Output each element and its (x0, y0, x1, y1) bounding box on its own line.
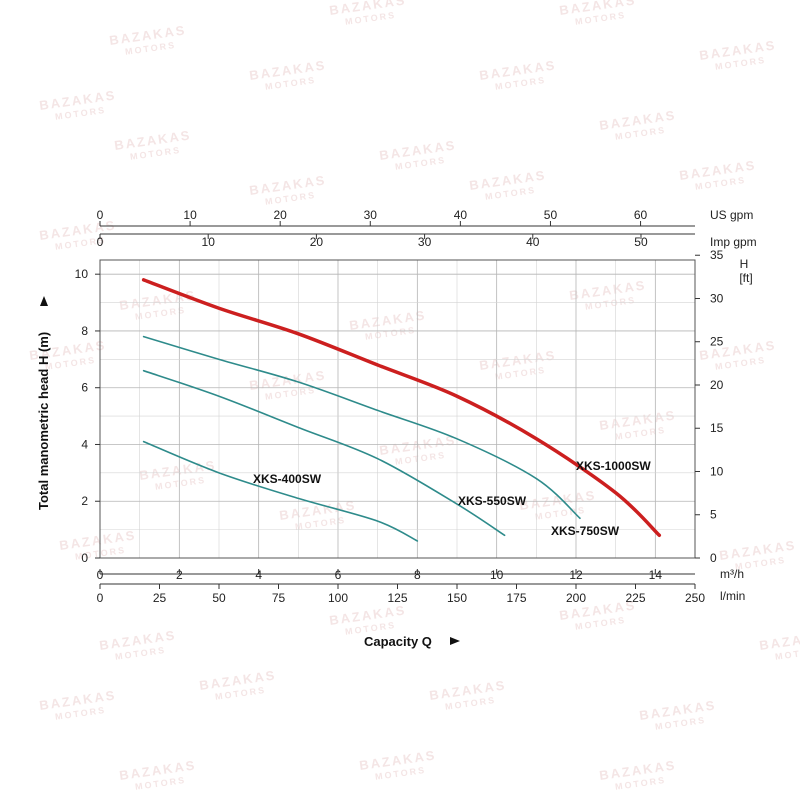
series-line-xks-750sw (142, 335, 581, 520)
x-tick-label-usgpm: 10 (183, 208, 197, 222)
x-tick-label-m3h: 6 (335, 568, 342, 582)
x-tick-label-m3h: 8 (414, 568, 421, 582)
y-right-tick-label: 5 (710, 508, 717, 522)
x-tick-label-lmin: 0 (97, 591, 104, 605)
x-tick-label-lmin: 175 (506, 591, 526, 605)
series-line-xks-550sw (142, 369, 506, 537)
series-label-xks-400sw: XKS-400SW (253, 472, 322, 486)
y-tick-label: 4 (81, 437, 88, 451)
x-tick-label-m3h: 2 (176, 568, 183, 582)
y-tick-label: 8 (81, 324, 88, 338)
y-tick-label: 2 (81, 494, 88, 508)
x-tick-label-usgpm: 40 (454, 208, 468, 222)
y-tick-label: 6 (81, 381, 88, 395)
series-label-xks-550sw: XKS-550SW (458, 494, 527, 508)
x-axis-title: Capacity Q (364, 634, 432, 649)
series-line-xks-400sw (142, 440, 419, 542)
y-right-tick-label: 10 (710, 464, 724, 478)
series-line-xks-1000sw (141, 278, 662, 538)
y-right-tick-label: 0 (710, 551, 717, 565)
x-tick-label-lmin: 75 (272, 591, 286, 605)
y-right-tick-label: 35 (710, 248, 724, 262)
x-tick-label-lmin: 225 (625, 591, 645, 605)
y-right-unit-h: H (740, 257, 749, 271)
x-tick-label-lmin: 250 (685, 591, 705, 605)
y-right-tick-label: 30 (710, 291, 724, 305)
x-tick-label-m3h: 10 (490, 568, 504, 582)
x-tick-label-usgpm: 20 (274, 208, 288, 222)
y-right-tick-label: 25 (710, 335, 724, 349)
x-tick-label-m3h: 12 (569, 568, 583, 582)
x-unit-impgpm: Imp gpm (710, 235, 757, 249)
y-axis-title-arrow (40, 296, 48, 306)
x-tick-label-m3h: 14 (649, 568, 663, 582)
x-tick-label-impgpm: 40 (526, 235, 540, 249)
x-tick-label-lmin: 100 (328, 591, 348, 605)
x-tick-label-usgpm: 60 (634, 208, 648, 222)
x-tick-label-lmin: 150 (447, 591, 467, 605)
x-tick-label-m3h: 4 (255, 568, 262, 582)
y-tick-label: 10 (75, 267, 89, 281)
x-tick-label-lmin: 125 (387, 591, 407, 605)
x-tick-label-impgpm: 50 (634, 235, 648, 249)
series-label-xks-750sw: XKS-750SW (551, 524, 620, 538)
x-tick-label-lmin: 200 (566, 591, 586, 605)
x-tick-label-m3h: 0 (97, 568, 104, 582)
x-axis-title-arrow (450, 637, 460, 645)
y-right-tick-label: 20 (710, 378, 724, 392)
x-tick-label-lmin: 50 (212, 591, 226, 605)
x-tick-label-usgpm: 50 (544, 208, 558, 222)
y-tick-label: 0 (81, 551, 88, 565)
y-axis-title: Total manometric head H (m) (36, 332, 51, 510)
x-unit-m3h: m³/h (720, 567, 744, 581)
y-right-tick-label: 15 (710, 421, 724, 435)
x-unit-usgpm: US gpm (710, 208, 753, 222)
x-tick-label-impgpm: 30 (418, 235, 432, 249)
y-right-unit-ft: [ft] (739, 271, 752, 285)
x-tick-label-usgpm: 30 (364, 208, 378, 222)
x-tick-label-usgpm: 0 (97, 208, 104, 222)
x-unit-lmin: l/min (720, 589, 745, 603)
x-tick-label-lmin: 25 (153, 591, 167, 605)
x-tick-label-impgpm: 10 (202, 235, 216, 249)
x-tick-label-impgpm: 20 (310, 235, 324, 249)
x-tick-label-impgpm: 0 (97, 235, 104, 249)
series-label-xks-1000sw: XKS-1000SW (576, 459, 651, 473)
plot-frame (99, 259, 696, 559)
